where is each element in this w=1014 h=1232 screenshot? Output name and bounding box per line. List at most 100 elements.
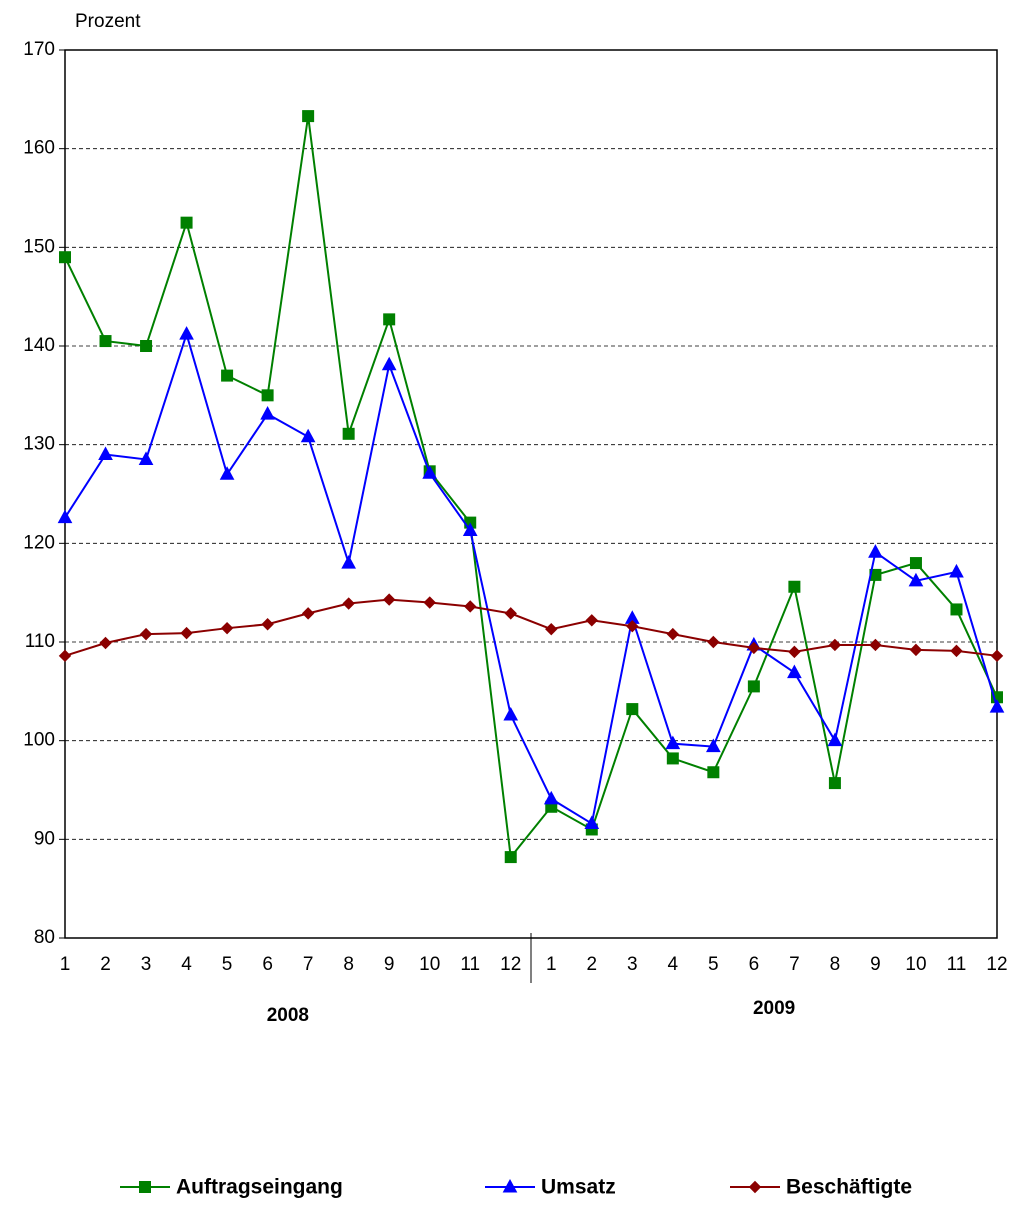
x-tick-label: 5 <box>222 954 233 975</box>
marker <box>302 110 315 123</box>
marker <box>827 732 843 747</box>
marker <box>260 406 275 420</box>
legend-label: Umsatz <box>541 1176 616 1199</box>
marker <box>747 641 761 655</box>
x-tick-label: 7 <box>303 954 314 975</box>
x-tick-label: 5 <box>708 954 719 975</box>
marker <box>788 645 801 659</box>
marker <box>139 627 153 641</box>
marker <box>99 636 112 650</box>
marker <box>464 600 477 613</box>
x-tick-label: 2 <box>586 954 597 975</box>
marker <box>828 638 842 652</box>
y-tick-label: 100 <box>23 730 55 751</box>
series-line <box>64 330 998 826</box>
marker <box>747 680 760 693</box>
marker <box>504 607 517 620</box>
marker <box>503 706 519 721</box>
y-tick-label: 170 <box>23 39 55 60</box>
marker <box>909 557 922 570</box>
marker <box>545 622 558 636</box>
x-tick-label: 6 <box>749 954 760 975</box>
marker <box>869 638 882 652</box>
marker <box>626 620 639 633</box>
marker <box>502 1178 518 1193</box>
x-tick-label: 8 <box>830 954 841 975</box>
marker <box>706 738 721 753</box>
x-tick-label: 12 <box>986 954 1007 975</box>
marker <box>138 451 154 465</box>
marker <box>950 644 963 658</box>
x-tick-label: 3 <box>627 954 638 975</box>
marker <box>665 735 681 750</box>
series-line <box>64 115 998 860</box>
marker <box>219 466 235 480</box>
marker <box>626 703 639 716</box>
marker <box>59 251 71 264</box>
x-tick-label: 10 <box>905 954 926 975</box>
marker <box>748 1180 762 1194</box>
marker <box>341 555 356 569</box>
legend-label: Auftragseingang <box>176 1176 343 1199</box>
y-tick-label: 120 <box>23 532 55 553</box>
x-tick-label: 4 <box>668 954 679 975</box>
marker <box>707 635 720 649</box>
marker <box>949 563 964 578</box>
x-tick-label: 11 <box>947 954 967 975</box>
y-axis-label: Prozent <box>75 11 141 32</box>
marker <box>220 621 234 635</box>
x-tick-label: 4 <box>181 954 192 975</box>
marker <box>382 593 396 606</box>
marker <box>179 326 194 340</box>
marker <box>543 790 559 805</box>
y-tick-label: 90 <box>34 828 55 849</box>
x-tick-label: 8 <box>343 954 354 975</box>
x-tick-label: 6 <box>262 954 273 975</box>
marker <box>58 649 72 663</box>
marker <box>788 580 801 593</box>
marker <box>57 509 73 524</box>
x-tick-label: 7 <box>789 954 800 975</box>
x-group-label: 2008 <box>267 1005 309 1026</box>
marker <box>666 752 679 765</box>
marker <box>462 522 478 537</box>
marker <box>504 851 517 864</box>
marker <box>261 389 274 402</box>
marker <box>381 356 397 371</box>
marker <box>909 643 923 657</box>
y-tick-label: 80 <box>34 927 55 948</box>
marker <box>950 603 963 616</box>
y-tick-label: 140 <box>23 335 55 356</box>
marker <box>342 597 355 610</box>
marker <box>989 699 1005 713</box>
marker <box>666 627 680 641</box>
y-tick-label: 160 <box>23 138 55 159</box>
plot-border <box>64 49 998 939</box>
x-tick-label: 2 <box>100 954 111 975</box>
x-tick-label: 9 <box>384 954 395 975</box>
legend-label: Beschäftigte <box>786 1176 912 1199</box>
marker <box>868 544 883 558</box>
x-tick-label: 12 <box>500 954 521 975</box>
marker <box>261 618 274 631</box>
marker <box>301 607 315 620</box>
marker <box>828 777 841 790</box>
marker <box>300 428 316 443</box>
marker <box>139 1181 151 1193</box>
marker <box>383 313 396 326</box>
x-tick-label: 1 <box>546 954 557 975</box>
marker <box>98 446 113 461</box>
marker <box>180 216 193 229</box>
marker <box>140 340 153 352</box>
marker <box>99 335 112 348</box>
x-tick-label: 10 <box>419 954 440 975</box>
x-tick-label: 1 <box>60 954 71 975</box>
y-tick-label: 110 <box>25 631 55 652</box>
y-tick-label: 130 <box>23 434 55 455</box>
marker <box>221 369 234 382</box>
y-tick-label: 150 <box>23 236 55 257</box>
x-tick-label: 11 <box>460 954 480 975</box>
marker <box>180 626 193 640</box>
marker <box>585 614 598 627</box>
